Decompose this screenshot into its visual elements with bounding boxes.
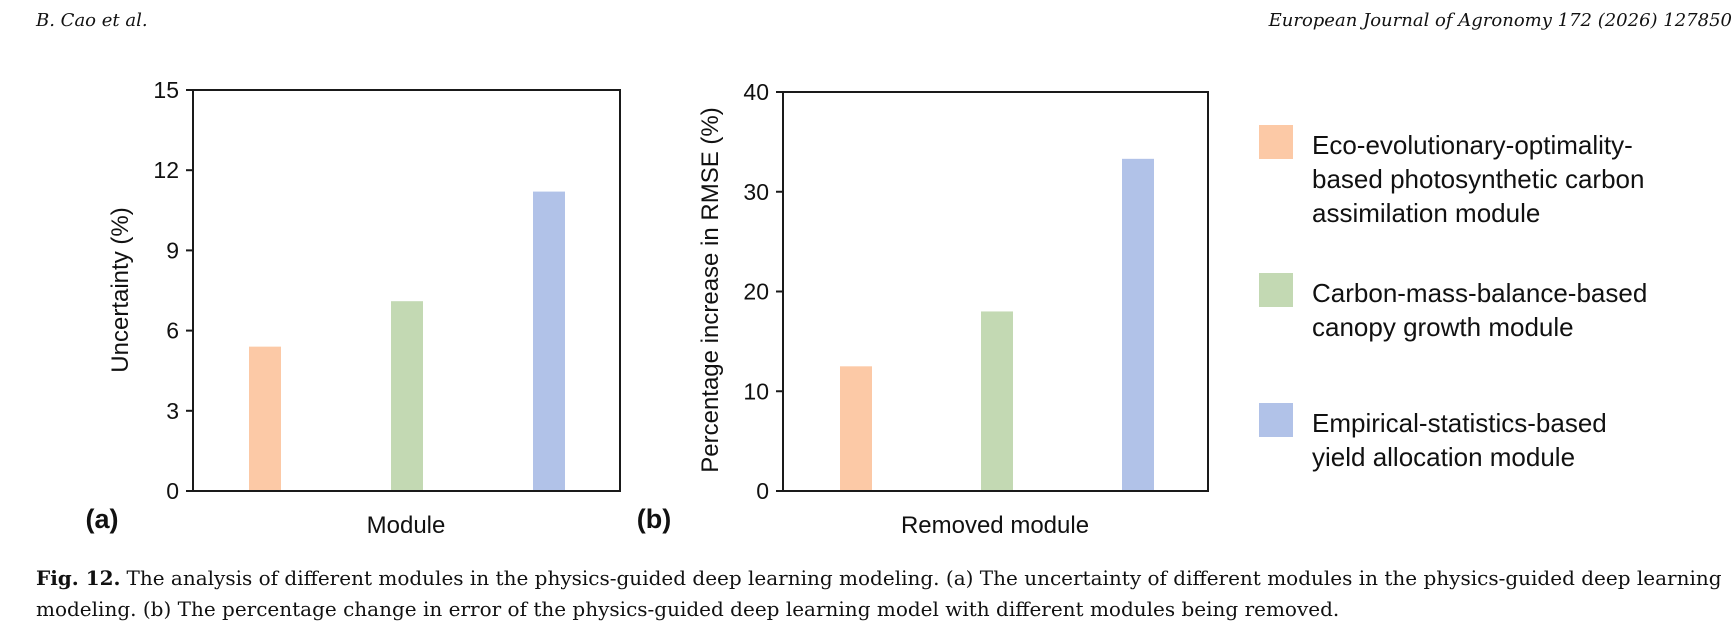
bar-carbon <box>981 311 1013 491</box>
y-tick-label: 0 <box>166 478 179 504</box>
caption-label: Fig. 12. <box>36 566 121 590</box>
caption-text: The analysis of different modules in the… <box>36 566 1722 621</box>
chart-panel-a: 0 3 6 9 12 15 Module Uncertainty (%) (a) <box>86 77 621 539</box>
legend-label: Empirical-statistics-based <box>1312 408 1607 438</box>
y-tick-label: 30 <box>743 179 769 205</box>
legend-swatch-empirical <box>1259 403 1293 437</box>
y-tick-label: 3 <box>166 398 179 424</box>
figure-caption: Fig. 12. The analysis of different module… <box>36 563 1726 625</box>
y-tick-label: 20 <box>743 279 769 305</box>
figure-12: 0 3 6 9 12 15 Module Uncertainty (%) (a) 0 10 20 30 4… <box>86 77 1648 539</box>
legend-label: Carbon-mass-balance-based <box>1312 278 1647 308</box>
running-header-authors: B. Cao et al. <box>36 10 148 31</box>
legend-swatch-eco <box>1259 125 1293 159</box>
plot-frame <box>192 89 621 492</box>
bar-eco <box>840 366 872 491</box>
y-tick-label: 40 <box>743 79 769 105</box>
legend-label: canopy growth module <box>1312 312 1574 342</box>
legend-swatch-carbon <box>1259 273 1293 307</box>
legend-label: assimilation module <box>1312 198 1540 228</box>
y-axis-label: Uncertainty (%) <box>107 207 134 372</box>
panel-label: (a) <box>86 504 119 534</box>
chart-panel-b: 0 10 20 30 40 Removed module Percentage increa… <box>637 79 1209 539</box>
legend-label: based photosynthetic carbon <box>1312 164 1644 194</box>
x-axis-label: Module <box>367 512 446 539</box>
y-tick-label: 9 <box>166 237 179 263</box>
panel-label: (b) <box>637 504 671 534</box>
legend-label: Eco-evolutionary-optimality- <box>1312 130 1633 160</box>
bar-empirical <box>1122 158 1154 491</box>
y-tick-label: 0 <box>756 478 769 504</box>
legend: Eco-evolutionary-optimality-based photos… <box>1259 125 1647 472</box>
x-axis-label: Removed module <box>901 512 1089 539</box>
y-tick-label: 6 <box>166 318 179 344</box>
y-tick-label: 10 <box>743 378 769 404</box>
y-tick-label: 15 <box>153 77 179 103</box>
legend-label: yield allocation module <box>1312 442 1575 472</box>
y-axis-label: Percentage increase in RMSE (%) <box>697 107 724 472</box>
running-header-journal: European Journal of Agronomy 172 (2026) … <box>1268 10 1732 31</box>
y-tick-label: 12 <box>153 157 179 183</box>
bar-empirical <box>533 191 565 491</box>
bar-carbon <box>391 301 423 491</box>
bar-eco <box>249 346 281 491</box>
